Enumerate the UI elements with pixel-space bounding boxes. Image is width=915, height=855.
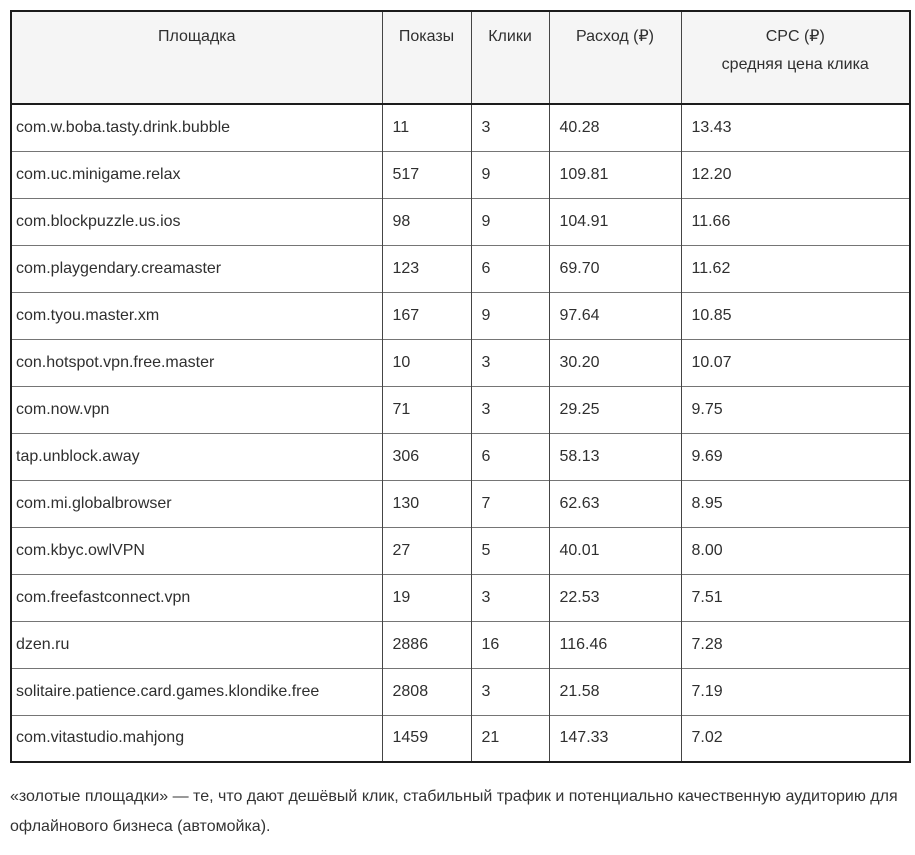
cell-clicks: 7 (470, 479, 549, 527)
cell-platform: com.uc.minigame.relax (11, 150, 382, 198)
cell-spend: 30.20 (548, 338, 681, 386)
cell-platform: com.w.boba.tasty.drink.bubble (16, 118, 231, 136)
cell-spend: 104.91 (548, 197, 681, 245)
table-row: com.uc.minigame.relax 517 9 109.81 12.20 (11, 150, 910, 198)
col-header-cpc: CPC (₽) средняя цена клика (680, 11, 910, 105)
cell-impressions: 71 (381, 385, 471, 433)
cell-spend: 21.58 (548, 667, 681, 715)
cell-platform: solitaire.patience.card.games.klondike.f… (11, 667, 382, 715)
table-row: com.playgendary.creamaster 123 6 69.70 1… (11, 244, 910, 292)
table-row: com.blockpuzzle.us.ios 98 9 104.91 11.66 (11, 197, 910, 245)
cell-cpc: 9.75 (680, 385, 910, 433)
table-row: con.hotspot.vpn.free.master 10 3 30.20 1… (11, 338, 910, 386)
cell-clicks: 5 (470, 526, 549, 574)
cell-impressions: 123 (381, 244, 471, 292)
table-row: com.w.boba.tasty.drink.bubble 11 3 40.28… (11, 104, 910, 151)
cell-clicks: 9 (470, 291, 549, 339)
cell-platform: com.tyou.master.xm (11, 291, 382, 339)
cell-clicks: 3 (470, 104, 549, 151)
table-row: tap.unblock.away 306 6 58.13 9.69 (11, 432, 910, 480)
cell-spend: 58.13 (548, 432, 681, 480)
cell-impressions: 130 (381, 479, 471, 527)
table-row: com.tyou.master.xm 167 9 97.64 10.85 (11, 291, 910, 339)
cell-platform: com.vitastudio.mahjong (11, 714, 382, 762)
cell-cpc: 9.69 (680, 432, 910, 480)
cell-spend: 116.46 (548, 620, 681, 668)
cell-clicks: 3 (470, 338, 549, 386)
cell-impressions: 11 (381, 104, 471, 151)
cell-spend: 40.01 (548, 526, 681, 574)
cell-cpc: 7.19 (680, 667, 910, 715)
cell-cpc: 8.00 (680, 526, 910, 574)
cpc-title: CPC (₽) (765, 28, 825, 45)
cell-platform: com.playgendary.creamaster (11, 244, 382, 292)
cell-impressions: 1459 (381, 714, 471, 762)
cell-platform: com.kbyc.owlVPN (11, 526, 382, 574)
cpc-subtitle: средняя цена клика (721, 56, 869, 73)
cell-clicks: 21 (470, 714, 549, 762)
cell-spend: 109.81 (548, 150, 681, 198)
table-row: com.vitastudio.mahjong 1459 21 147.33 7.… (11, 714, 910, 762)
col-header-clicks: Клики (470, 11, 549, 105)
table-body: com.w.boba.tasty.drink.bubble 11 3 40.28… (11, 104, 910, 762)
cell-spend: 22.53 (548, 573, 681, 621)
cell-platform: com.blockpuzzle.us.ios (11, 197, 382, 245)
cell-clicks: 9 (470, 197, 549, 245)
cell-cpc: 10.85 (680, 291, 910, 339)
col-header-platform: Площадка (11, 11, 382, 105)
cell-spend: 97.64 (548, 291, 681, 339)
table-row: com.kbyc.owlVPN 27 5 40.01 8.00 (11, 526, 910, 574)
cell-impressions: 27 (381, 526, 471, 574)
cell-clicks: 9 (470, 150, 549, 198)
col-header-impressions: Показы (381, 11, 471, 105)
cell-platform: com.now.vpn (11, 385, 382, 433)
cell-platform: con.hotspot.vpn.free.master (11, 338, 382, 386)
cell-cpc: 10.07 (680, 338, 910, 386)
cell-impressions: 306 (381, 432, 471, 480)
cell-spend: 29.25 (548, 385, 681, 433)
cell-platform: com.freefastconnect.vpn (11, 573, 382, 621)
table-row: com.now.vpn 71 3 29.25 9.75 (11, 385, 910, 433)
cell-clicks: 16 (470, 620, 549, 668)
cell-cpc: 11.66 (680, 197, 910, 245)
cell-platform: tap.unblock.away (11, 432, 382, 480)
cell-cpc: 13.43 (680, 104, 910, 151)
cell-spend: 69.70 (548, 244, 681, 292)
table-row: dzen.ru 2886 16 116.46 7.28 (11, 620, 910, 668)
cell-impressions: 517 (381, 150, 471, 198)
cell-clicks: 6 (470, 244, 549, 292)
cell-platform: com.mi.globalbrowser (11, 479, 382, 527)
cell-platform: dzen.ru (11, 620, 382, 668)
cell-impressions: 98 (381, 197, 471, 245)
table-header: Площадка Показы Клики Расход (₽) CPC (₽)… (11, 11, 910, 105)
col-header-spend: Расход (₽) (548, 11, 681, 105)
cell-cpc: 8.95 (680, 479, 910, 527)
cell-impressions: 19 (381, 573, 471, 621)
cell-cpc: 12.20 (680, 150, 910, 198)
cell-impressions: 2886 (381, 620, 471, 668)
cell-clicks: 3 (470, 385, 549, 433)
cell-cpc: 7.28 (680, 620, 910, 668)
header-row: Площадка Показы Клики Расход (₽) CPC (₽)… (11, 11, 910, 105)
cell-impressions: 167 (381, 291, 471, 339)
cell-cpc: 7.02 (680, 714, 910, 762)
platforms-stats-table: Площадка Показы Клики Расход (₽) CPC (₽)… (10, 10, 911, 763)
cell-spend: 147.33 (548, 714, 681, 762)
table-row: com.freefastconnect.vpn 19 3 22.53 7.51 (11, 573, 910, 621)
footnote-text: «золотые площадки» — те, что дают дешёвы… (10, 788, 898, 835)
table-row: solitaire.patience.card.games.klondike.f… (11, 667, 910, 715)
cell-impressions: 10 (381, 338, 471, 386)
cell-cpc: 7.51 (680, 573, 910, 621)
table-row: com.mi.globalbrowser 130 7 62.63 8.95 (11, 479, 910, 527)
cell-cpc: 11.62 (680, 244, 910, 292)
cell-spend: 62.63 (548, 479, 681, 527)
cell-impressions: 2808 (381, 667, 471, 715)
cell-clicks: 3 (470, 573, 549, 621)
cell-spend: 40.28 (548, 104, 681, 151)
cell-clicks: 3 (470, 667, 549, 715)
cell-clicks: 6 (470, 432, 549, 480)
